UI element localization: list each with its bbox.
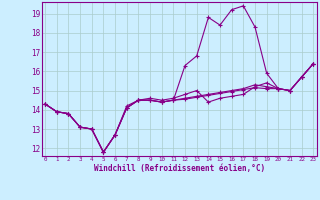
X-axis label: Windchill (Refroidissement éolien,°C): Windchill (Refroidissement éolien,°C) <box>94 164 265 173</box>
